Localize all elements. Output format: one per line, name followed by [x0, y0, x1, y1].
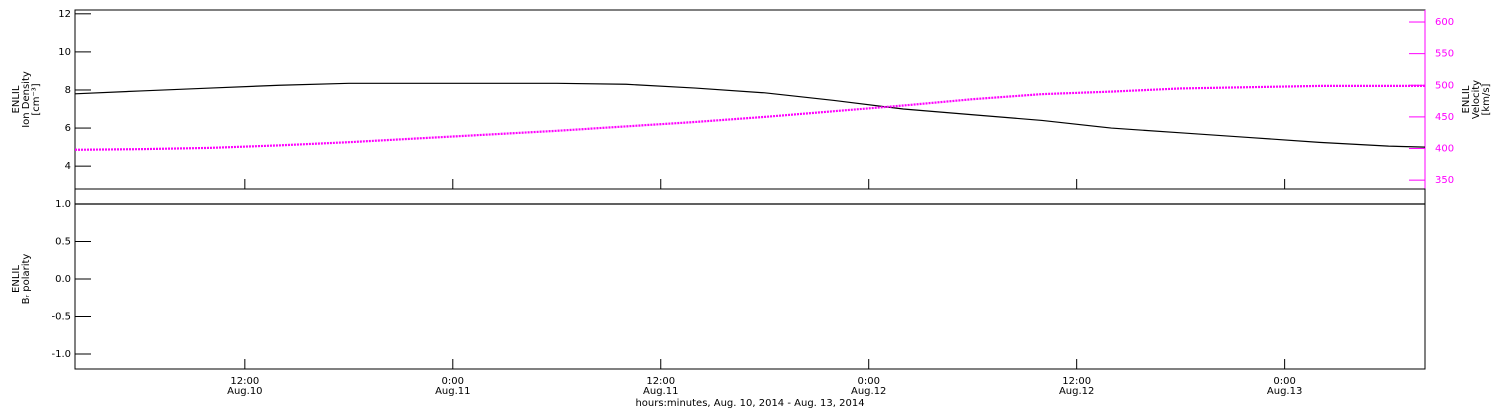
plot-frame [74, 188, 1426, 370]
x-tick-label: 12:00 [230, 376, 259, 387]
x-tick-label: 12:00 [1062, 376, 1091, 387]
y-tick-label: 0.0 [55, 274, 71, 285]
x-tick-label: Aug.10 [227, 386, 262, 397]
x-tick-label: Aug.12 [1059, 386, 1094, 397]
y-axis-label: [cm⁻³] [31, 83, 42, 115]
y-axis-label: Bᵣ polarity [21, 254, 32, 305]
y-tick-label: -0.5 [51, 312, 71, 323]
y-axis-label: ENLIL [11, 85, 22, 113]
x-tick-label: Aug.13 [1267, 386, 1302, 397]
x-axis-label: hours:minutes, Aug. 10, 2014 - Aug. 13, … [635, 398, 864, 409]
y2-tick-label: 550 [1435, 49, 1454, 60]
x-tick-label: 0:00 [1273, 376, 1295, 387]
x-tick-label: 0:00 [442, 376, 464, 387]
y2-tick-label: 500 [1435, 80, 1454, 91]
x-tick-label: Aug.12 [851, 386, 886, 397]
y-tick-label: 1.0 [55, 199, 71, 210]
data-line [74, 84, 1425, 151]
y-tick-label: 0.5 [55, 237, 71, 248]
y-tick-label: 6 [65, 123, 71, 134]
y2-axis-label: [km/s] [1481, 83, 1492, 115]
y-tick-label: 4 [65, 161, 71, 172]
y2-tick-label: 450 [1435, 112, 1454, 123]
plot-frame [74, 9, 1426, 190]
x-tick-label: 12:00 [646, 376, 675, 387]
y2-tick-label: 350 [1435, 175, 1454, 186]
y-axis-label: ENLIL [11, 265, 22, 293]
y-tick-label: 10 [58, 47, 71, 58]
y-tick-label: -1.0 [51, 349, 71, 360]
y2-tick-label: 600 [1435, 17, 1454, 28]
x-tick-label: 0:00 [857, 376, 879, 387]
x-tick-label: Aug.11 [435, 386, 470, 397]
y-tick-label: 8 [65, 85, 71, 96]
y2-tick-label: 400 [1435, 144, 1454, 155]
x-tick-label: Aug.11 [643, 386, 678, 397]
y2-axis-label: ENLIL [1461, 85, 1472, 113]
y-axis-label: Ion Density [21, 71, 32, 128]
data-line [74, 82, 1426, 148]
y2-axis-label: Velocity [1471, 80, 1482, 119]
y-tick-label: 12 [58, 9, 71, 20]
